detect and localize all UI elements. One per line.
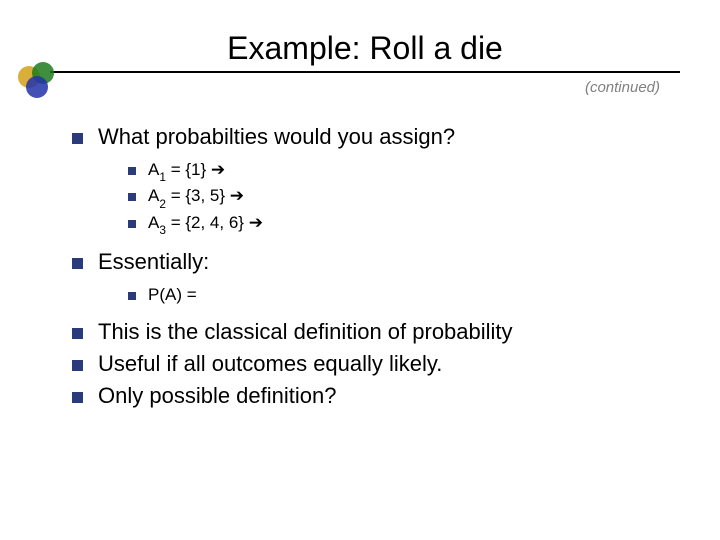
sub-item-rest: = {1} bbox=[166, 160, 211, 179]
title-underline bbox=[50, 71, 680, 73]
list-item: Only possible definition? bbox=[72, 383, 670, 409]
item-text: Useful if all outcomes equally likely. bbox=[98, 351, 442, 376]
sub-list: A1 = {1} ➔ A2 = {3, 5} ➔ A3 = {2, 4, 6} … bbox=[98, 160, 670, 235]
item-text: Essentially: bbox=[98, 249, 209, 274]
item-text: Only possible definition? bbox=[98, 383, 336, 408]
sub-item-pre: A bbox=[148, 186, 159, 205]
sub-list: P(A) = bbox=[98, 285, 670, 305]
item-text: What probabilties would you assign? bbox=[98, 124, 455, 149]
continued-label: (continued) bbox=[60, 79, 670, 96]
arrow-icon: ➔ bbox=[211, 160, 225, 179]
sub-list-item: A1 = {1} ➔ bbox=[128, 160, 670, 182]
sub-item-pre: A bbox=[148, 160, 159, 179]
sub-list-item: A2 = {3, 5} ➔ bbox=[128, 186, 670, 208]
arrow-icon: ➔ bbox=[249, 213, 263, 232]
subscript: 1 bbox=[159, 170, 166, 184]
logo bbox=[18, 62, 68, 102]
subscript: 3 bbox=[159, 223, 166, 237]
item-text: This is the classical definition of prob… bbox=[98, 319, 513, 344]
list-item: What probabilties would you assign? A1 =… bbox=[72, 124, 670, 235]
list-item: Useful if all outcomes equally likely. bbox=[72, 351, 670, 377]
slide-title: Example: Roll a die bbox=[60, 30, 670, 67]
sub-item-pre: P(A) = bbox=[148, 285, 197, 304]
sub-list-item: P(A) = bbox=[128, 285, 670, 305]
sub-list-item: A3 = {2, 4, 6} ➔ bbox=[128, 213, 670, 235]
sub-item-rest: = {3, 5} bbox=[166, 186, 230, 205]
sub-item-rest: = {2, 4, 6} bbox=[166, 213, 249, 232]
sub-item-pre: A bbox=[148, 213, 159, 232]
bullet-list: What probabilties would you assign? A1 =… bbox=[60, 124, 670, 409]
arrow-icon: ➔ bbox=[230, 186, 244, 205]
subscript: 2 bbox=[159, 197, 166, 211]
list-item: Essentially: P(A) = bbox=[72, 249, 670, 305]
list-item: This is the classical definition of prob… bbox=[72, 319, 670, 345]
logo-circle-blue bbox=[26, 76, 48, 98]
slide-container: Example: Roll a die (continued) What pro… bbox=[0, 0, 720, 540]
